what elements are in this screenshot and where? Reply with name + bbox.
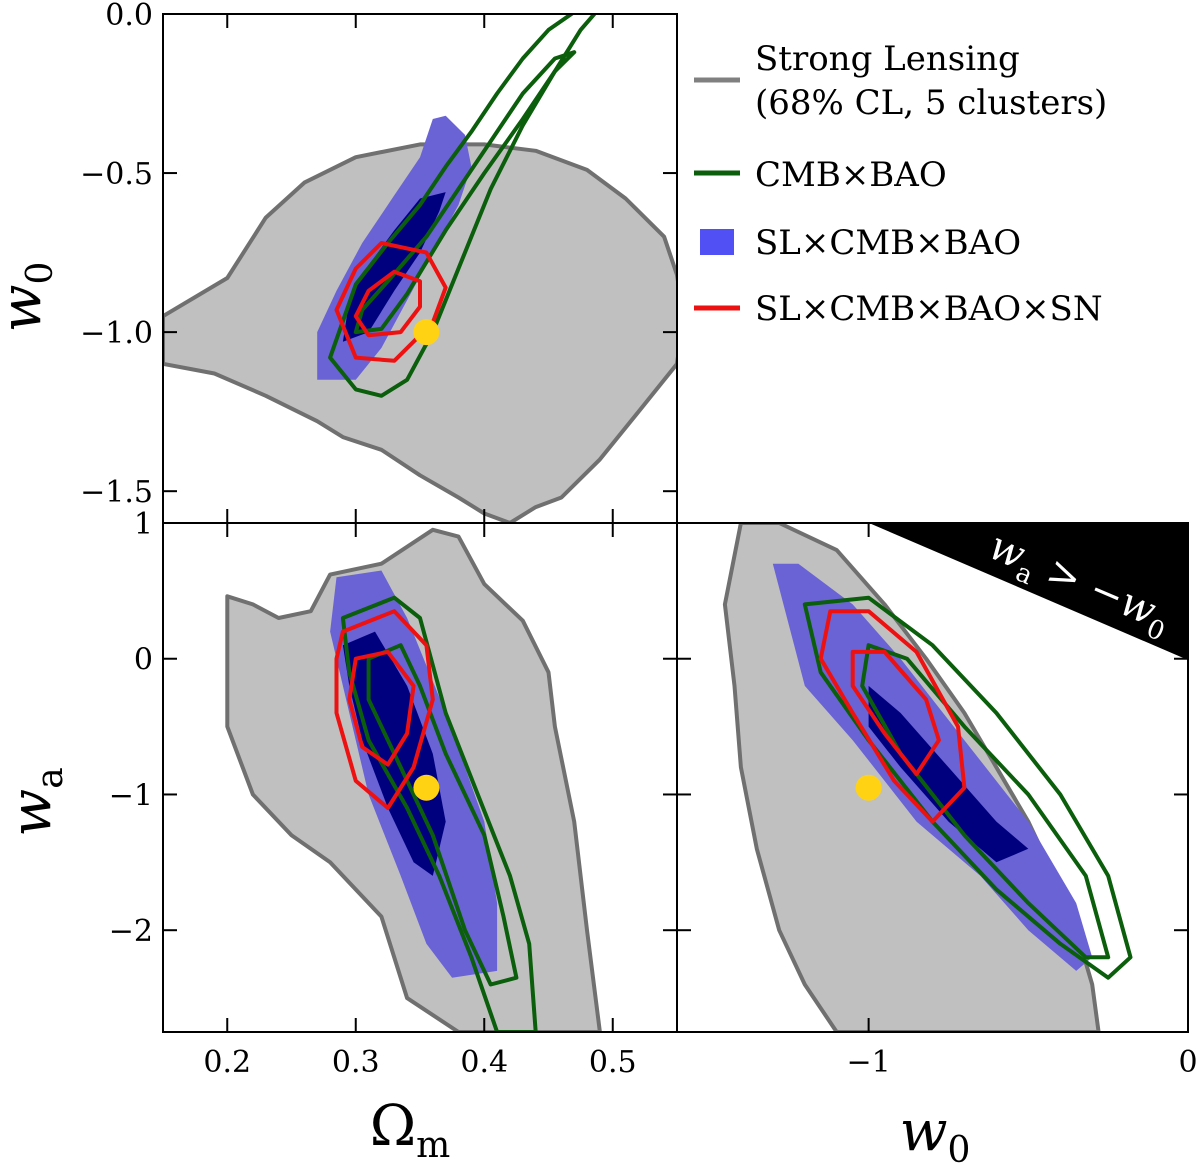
xlabel-omega-m: Ωm	[370, 1094, 451, 1163]
ytick-label: −1.5	[80, 475, 153, 510]
contour-sl-cmb-bao-68-w0_wa	[868, 685, 1029, 863]
ytick-label: −1	[109, 778, 153, 813]
legend-swatch-sl-cmb-bao	[700, 229, 734, 255]
contours-om-wa	[225, 527, 602, 1032]
fiducial-point-om_w0	[413, 319, 440, 346]
panel-w0-wa-frame	[676, 522, 1189, 1033]
xtick-label: 0.2	[203, 1045, 251, 1080]
legend-label-strong-lensing: Strong Lensing	[755, 39, 1020, 79]
legend-label-cmb-bao: CMB×BAO	[755, 155, 947, 195]
legend-label-sl-cmb-bao: SL×CMB×BAO	[755, 223, 1021, 263]
ytick-label: −1.0	[80, 316, 153, 351]
xtick-label: 0.4	[460, 1045, 508, 1080]
ytick-label: −2	[109, 914, 153, 949]
fiducial-point-om_wa	[413, 774, 440, 801]
contour-sl-cmb-bao-sn-95-om_w0	[334, 241, 448, 363]
panel-w0-wa: wa > −w0 −1 0 w0	[676, 522, 1198, 1163]
contour-cmb-bao-68-w0_wa	[860, 643, 1111, 960]
contour-sl-cmb-bao-sn-68-w0_wa	[850, 649, 941, 777]
legend-label-strong-lensing-detail: (68% CL, 5 clusters)	[755, 83, 1107, 123]
ytick-label: 0	[134, 643, 153, 678]
fiducial-point-w0_wa	[855, 774, 882, 801]
xtick-label: 0.3	[332, 1045, 380, 1080]
ticks-w0-wa: −1 0	[677, 522, 1198, 1080]
xtick-label: 0.5	[589, 1045, 637, 1080]
ytick-label: 0.0	[105, 0, 153, 33]
panel-om-wa: 0.2 0.3 0.4 0.5 −2 −1 0 1 wa Ωm	[0, 507, 678, 1163]
ticks-om-wa: 0.2 0.3 0.4 0.5 −2 −1 0 1	[109, 507, 677, 1080]
contour-sl-cmb-bao-sn-95-om_wa	[334, 609, 435, 810]
ytick-label: −0.5	[80, 157, 153, 192]
legend-label-sl-cmb-bao-sn: SL×CMB×BAO×SN	[755, 289, 1103, 329]
contour-sl-cmb-bao-sn-68-om_w0	[353, 269, 422, 338]
xlabel-w0: w0	[900, 1099, 971, 1163]
xtick-label: −1	[847, 1045, 891, 1080]
forbidden-region-wa-gt-minus-w0	[869, 523, 1188, 660]
xtick-label: 0	[1178, 1045, 1197, 1080]
ticks-om-w0: −1.5 −1.0 −0.5 0.0	[80, 0, 677, 523]
contour-sl-cmb-bao-sn-68-om_wa	[347, 649, 416, 767]
contour-cmb-bao-68-om_w0	[353, 50, 577, 335]
legend: Strong Lensing (68% CL, 5 clusters) CMB×…	[694, 39, 1107, 329]
panel-om-w0: −1.5 −1.0 −0.5 0.0 w0	[0, 0, 678, 524]
ylabel-w0: w0	[0, 262, 61, 333]
contour-cmb-bao-95-om_w0	[328, 14, 598, 398]
contours-w0-wa	[722, 523, 1133, 1032]
contours-om-w0	[163, 14, 677, 523]
ytick-label: 1	[134, 507, 153, 542]
contour-sl-cmb-bao-sn-95-w0_wa	[818, 609, 967, 824]
ylabel-wa: wa	[0, 767, 71, 836]
